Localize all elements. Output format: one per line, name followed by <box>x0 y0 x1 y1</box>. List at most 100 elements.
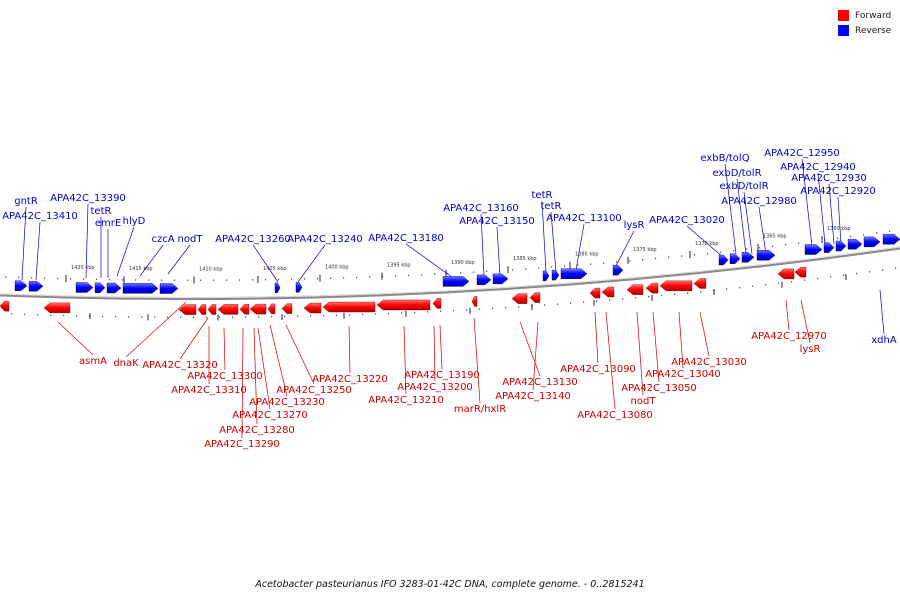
reverse-leader-line <box>480 213 485 277</box>
strand-dot <box>213 279 215 281</box>
strand-dot <box>869 271 871 273</box>
forward-gene-label: APA42C_13140 <box>495 391 571 402</box>
reverse-leader-line <box>35 221 41 281</box>
reverse-gene-label: APA42C_13150 <box>459 216 535 227</box>
strand-dot <box>330 277 332 279</box>
strand-dot <box>882 269 884 271</box>
forward-gene-arrow <box>178 304 197 315</box>
reverse-leader-line <box>139 244 164 277</box>
forward-leader-line <box>594 311 599 364</box>
gene-arrows <box>0 234 900 315</box>
forward-gene-arrow <box>249 303 267 315</box>
strand-dot <box>473 271 475 273</box>
strand-dot <box>843 274 845 276</box>
strand-dot <box>785 244 787 246</box>
forward-gene-label: APA42C_13230 <box>249 397 325 408</box>
strand-dot <box>291 278 293 280</box>
strand-dot <box>161 279 163 281</box>
tick-label: 1420 kbp <box>71 265 95 271</box>
strand-dot <box>518 306 520 308</box>
reverse-leader-line <box>615 230 635 267</box>
reverse-gene-arrow <box>75 282 94 293</box>
strand-dot <box>434 273 436 275</box>
forward-leader-line <box>223 327 226 371</box>
reverse-gene-label: APA42C_13240 <box>287 234 363 245</box>
forward-gene-label: nodT <box>631 396 657 407</box>
forward-gene-arrow <box>267 303 276 315</box>
strand-dot <box>18 276 20 279</box>
tick-label: 1365 kbp <box>763 234 787 240</box>
strand-dot <box>830 276 832 278</box>
reverse-leader-line <box>828 183 835 245</box>
reverse-leader-line <box>297 244 326 283</box>
reverse-gene-arrow <box>542 270 550 282</box>
strand-dot <box>538 267 540 269</box>
forward-gene-label: APA42C_13280 <box>219 425 295 436</box>
forward-leader-line <box>636 311 644 396</box>
strand-dot <box>544 304 546 306</box>
strand-dot <box>427 311 429 313</box>
forward-gene-arrow <box>303 302 322 314</box>
strand-dot <box>889 230 891 232</box>
strand-dot <box>174 279 176 281</box>
strand-dot <box>557 303 559 305</box>
strand-dot <box>778 282 780 284</box>
strand-dot <box>148 279 150 281</box>
forward-gene-label: APA42C_13320 <box>142 360 218 371</box>
forward-gene-arrow <box>645 282 659 294</box>
genome-backbone <box>0 246 900 301</box>
forward-leader-line <box>678 311 684 369</box>
strand-dot <box>570 302 572 304</box>
reverse-gene-arrow <box>122 283 159 294</box>
leader-lines <box>21 158 885 439</box>
reverse-gene-arrow <box>106 282 122 294</box>
forward-gene-arrow <box>511 293 528 304</box>
strand-dot <box>356 276 358 279</box>
strand-dot <box>603 262 605 264</box>
forward-gene-arrow <box>589 287 601 299</box>
reverse-label: Reverse <box>855 25 892 36</box>
reverse-leader-line <box>21 206 27 281</box>
strand-dot <box>752 285 754 287</box>
strand-dot <box>817 277 819 280</box>
strand-dot <box>50 314 52 316</box>
forward-leader-line <box>403 325 407 395</box>
scale-ticks: 1420 kbp 1415 kbp 1410 kbp 1405 kbp 1400 kbp… <box>65 226 851 321</box>
forward-gene-arrow <box>197 304 207 315</box>
reverse-leader-line <box>879 289 885 335</box>
forward-leader-line <box>241 327 244 439</box>
reverse-gene-arrow <box>28 281 44 292</box>
strand-dot <box>128 316 130 318</box>
strand-dot <box>278 278 280 281</box>
reverse-gene-arrow <box>442 276 470 287</box>
forward-leader-line <box>285 324 315 385</box>
strand-dot <box>408 274 410 277</box>
forward-leader-line <box>257 327 271 410</box>
strand-dot <box>798 242 800 244</box>
strand-dot <box>765 284 767 286</box>
forward-gene-arrow <box>0 300 10 312</box>
reverse-gene-arrow <box>94 282 106 293</box>
forward-gene-label: APA42C_12970 <box>751 331 827 342</box>
strand-dot <box>193 316 195 318</box>
reverse-leader-line <box>252 244 279 283</box>
strand-dot <box>564 265 566 267</box>
figure-caption: Acetobacter pasteurianus IFO 3283-01-42C… <box>255 579 645 590</box>
reverse-gene-label: APA42C_13180 <box>368 233 444 244</box>
strand-dot <box>336 314 338 316</box>
strand-dot <box>577 264 579 266</box>
forward-leader-line <box>605 311 616 410</box>
tick-label: 1400 kbp <box>325 265 349 271</box>
strand-dot <box>453 309 455 312</box>
reverse-gene-arrow <box>560 268 588 279</box>
forward-gene-label: APA42C_13200 <box>397 382 473 393</box>
strand-dot <box>772 245 774 247</box>
reverse-leader-line <box>541 200 547 273</box>
forward-swatch <box>838 10 849 21</box>
strand-dot <box>297 315 299 317</box>
strand-dot <box>343 277 345 279</box>
strand-dot <box>733 249 735 252</box>
reverse-gene-label: APA42C_13020 <box>649 215 725 226</box>
reverse-gene-label: APA42C_12920 <box>800 186 876 197</box>
